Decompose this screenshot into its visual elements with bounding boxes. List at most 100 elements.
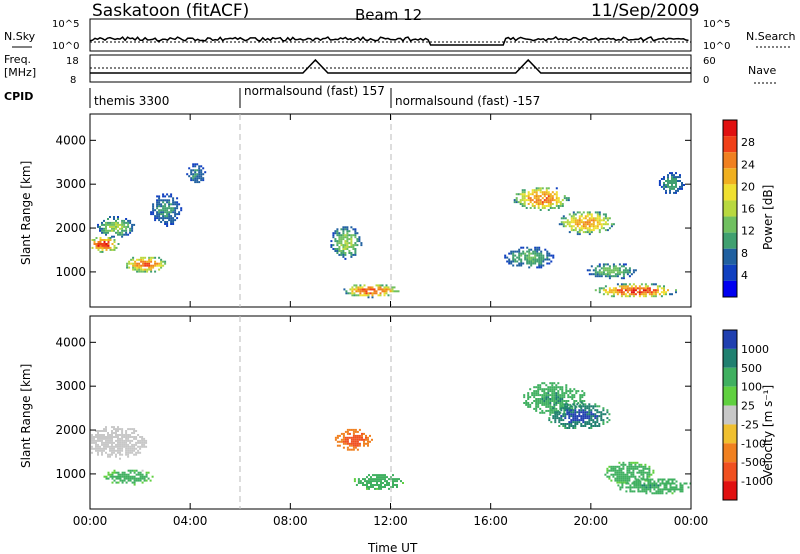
heatmap-cell: [530, 264, 533, 267]
heatmap-cell: [584, 217, 587, 220]
heatmap-cell: [395, 290, 398, 293]
heatmap-cell: [111, 439, 113, 442]
heatmap-cell: [176, 203, 179, 206]
ytick-label: 1000: [55, 265, 86, 279]
heatmap-cell: [679, 488, 682, 491]
heatmap-cell: [129, 219, 132, 222]
heatmap-cell: [363, 292, 366, 295]
heatmap-cell: [200, 179, 203, 182]
heatmap-cell: [647, 480, 650, 483]
heatmap-cell: [582, 403, 585, 406]
heatmap-cell: [638, 285, 641, 288]
heatmap-cell: [127, 233, 130, 236]
heatmap-cell: [533, 400, 536, 402]
heatmap-cell: [535, 400, 538, 402]
heatmap-cell: [105, 436, 107, 438]
nsky-left-tick-top: 10^5: [52, 19, 79, 30]
heatmap-cell: [657, 490, 660, 493]
heatmap-cell: [166, 193, 169, 196]
heatmap-cell: [620, 291, 623, 294]
heatmap-cell: [598, 411, 601, 414]
heatmap-cell: [188, 175, 191, 178]
heatmap-cell: [594, 269, 597, 272]
heatmap-cell: [119, 451, 121, 454]
heatmap-cell: [388, 484, 390, 486]
heatmap-cell: [584, 223, 587, 226]
heatmap-cell: [194, 165, 197, 168]
heatmap-cell: [561, 394, 564, 397]
heatmap-cell: [330, 246, 333, 248]
heatmap-cell: [580, 423, 583, 425]
heatmap-cell: [523, 195, 526, 198]
heatmap-cell: [628, 475, 631, 478]
heatmap-cell: [647, 484, 650, 487]
heatmap-cell: [549, 405, 552, 408]
heatmap-cell: [622, 473, 625, 476]
heatmap-cell: [158, 262, 161, 265]
heatmap-cell: [610, 271, 613, 274]
heatmap-cell: [392, 486, 394, 488]
heatmap-cell: [350, 444, 353, 447]
heatmap-cell: [592, 415, 595, 418]
heatmap-cell: [346, 226, 349, 229]
heatmap-cell: [545, 205, 548, 207]
freq-left-tick-top: 18: [66, 56, 79, 67]
heatmap-cell: [547, 195, 550, 198]
heatmap-cell: [568, 223, 571, 226]
heatmap-cell: [547, 197, 550, 200]
heatmap-cell: [646, 289, 649, 292]
heatmap-cell: [586, 415, 589, 418]
heatmap-cell: [653, 484, 656, 487]
heatmap-cell: [549, 199, 552, 202]
heatmap-cell: [663, 184, 665, 186]
heatmap-cell: [667, 490, 670, 493]
heatmap-cell: [531, 205, 534, 207]
heatmap-cell: [612, 275, 615, 278]
heatmap-cell: [127, 455, 130, 458]
heatmap-cell: [576, 415, 579, 418]
heatmap-cell: [129, 231, 132, 234]
heatmap-cell: [561, 203, 564, 205]
colorbar-tick-label: -100: [741, 437, 766, 450]
heatmap-cell: [555, 398, 558, 400]
heatmap-cell: [553, 392, 556, 395]
heatmap-cell: [146, 260, 149, 263]
heatmap-cell: [544, 248, 547, 251]
heatmap-cell: [123, 471, 126, 474]
heatmap-cell: [586, 417, 589, 420]
heatmap-cell: [634, 287, 637, 290]
heatmap-cell: [612, 467, 615, 470]
heatmap-cell: [168, 207, 171, 210]
heatmap-cell: [352, 442, 355, 445]
heatmap-cell: [633, 486, 636, 489]
heatmap-cell: [528, 262, 531, 265]
heatmap-cell: [373, 290, 376, 293]
heatmap-cell: [543, 382, 546, 385]
heatmap-cell: [123, 479, 126, 482]
heatmap-cell: [121, 229, 124, 232]
heatmap-cell: [588, 403, 591, 406]
heatmap-cell: [137, 449, 140, 452]
heatmap-cell: [368, 482, 370, 484]
colorbar-tick-label: 28: [741, 136, 755, 149]
heatmap-cell: [598, 271, 601, 274]
heatmap-cell: [598, 289, 601, 292]
heatmap-cell: [526, 254, 529, 257]
heatmap-cell: [608, 475, 611, 478]
heatmap-cell: [569, 396, 572, 399]
heatmap-cell: [520, 246, 523, 249]
heatmap-cell: [533, 396, 536, 399]
heatmap-cell: [618, 273, 621, 276]
heatmap-cell: [111, 481, 114, 484]
heatmap-cell: [620, 285, 623, 288]
heatmap-cell: [334, 238, 337, 241]
heatmap-cell: [538, 258, 541, 261]
heatmap-cell: [667, 182, 669, 184]
colorbar-tick-label: 8: [741, 247, 748, 260]
heatmap-cell: [192, 175, 195, 178]
heatmap-cell: [656, 289, 659, 292]
heatmap-cell: [600, 287, 603, 290]
heatmap-cell: [580, 407, 583, 410]
heatmap-cell: [350, 238, 353, 241]
